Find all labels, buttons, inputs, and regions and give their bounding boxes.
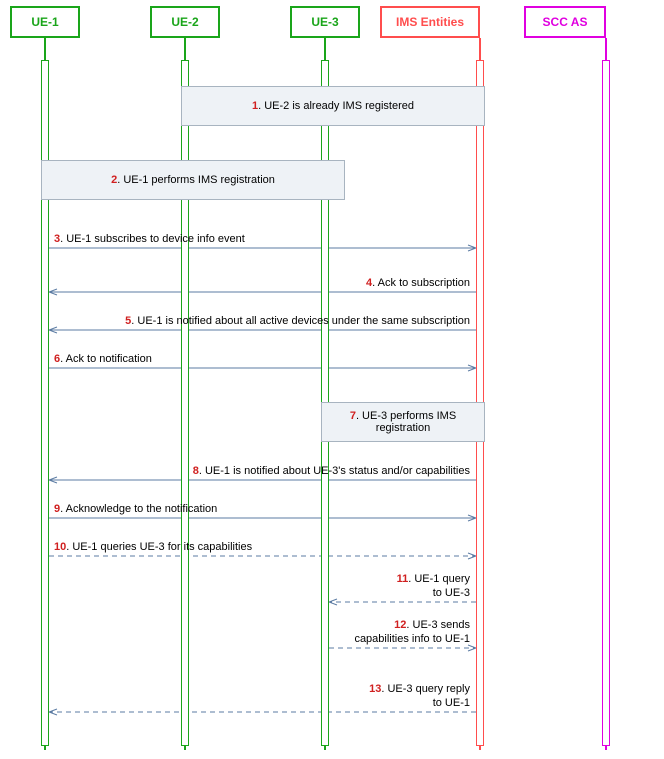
sequence-diagram: UE-1 UE-2 UE-3 IMS Entities SCC AS 1. UE-2 is… — [0, 0, 664, 759]
note-step-2: 2. UE-1 performs IMS registration — [41, 160, 345, 200]
message-label-9: 9. Acknowledge to the notification — [54, 503, 217, 515]
participant-ue2: UE-2 — [150, 6, 220, 38]
activation-scc — [602, 60, 610, 746]
message-label-5: 5. UE-1 is notified about all active dev… — [125, 315, 470, 327]
message-label-6: 6. Ack to notification — [54, 353, 152, 365]
message-label-3: 3. UE-1 subscribes to device info event — [54, 233, 245, 245]
participant-ue1: UE-1 — [10, 6, 80, 38]
message-label-10: 10. UE-1 queries UE-3 for its capabiliti… — [54, 541, 252, 553]
participant-ims: IMS Entities — [380, 6, 480, 38]
message-label-4: 4. Ack to subscription — [366, 277, 470, 289]
message-label-12: 12. UE-3 sendscapabilities info to UE-1 — [354, 618, 470, 647]
message-label-8: 8. UE-1 is notified about UE-3's status … — [193, 465, 470, 477]
message-label-11: 11. UE-1 queryto UE-3 — [397, 572, 470, 601]
participant-scc: SCC AS — [524, 6, 606, 38]
participant-ue3: UE-3 — [290, 6, 360, 38]
note-step-7: 7. UE-3 performs IMS registration — [321, 402, 485, 442]
message-label-13: 13. UE-3 query replyto UE-1 — [369, 682, 470, 711]
note-step-1: 1. UE-2 is already IMS registered — [181, 86, 485, 126]
